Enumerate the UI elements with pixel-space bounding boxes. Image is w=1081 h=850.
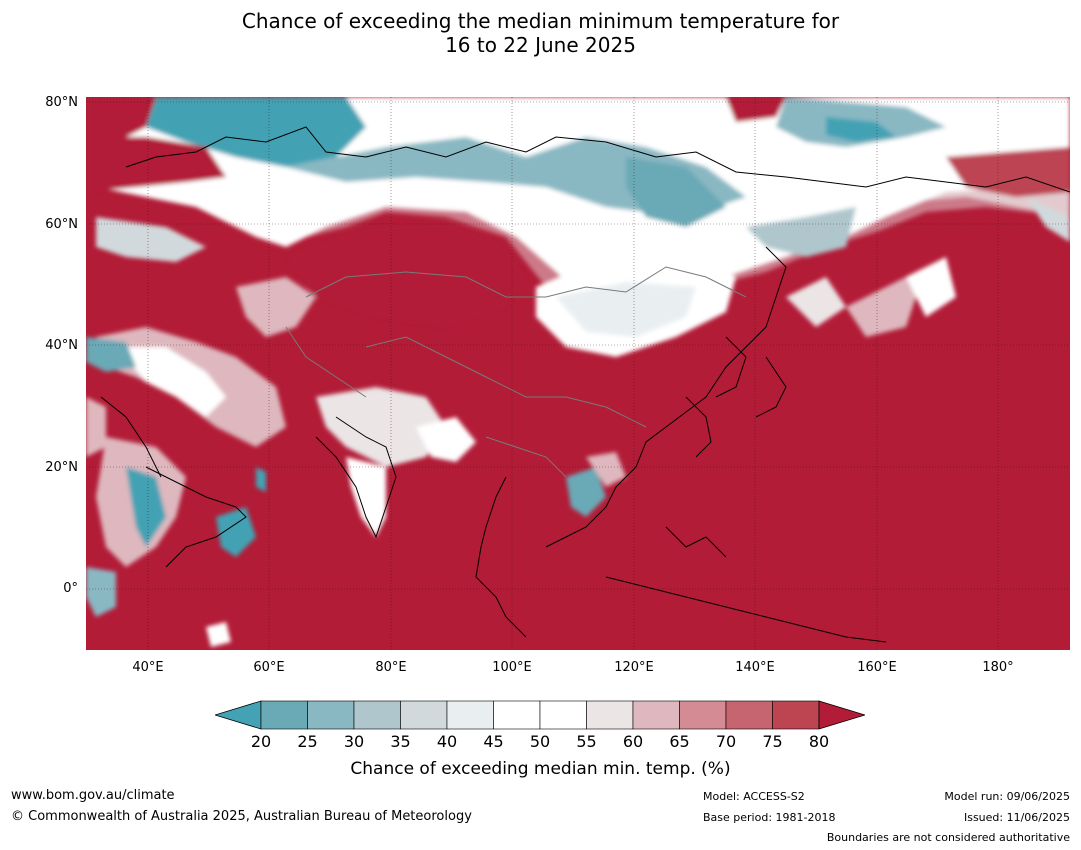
colorbar-tick-label: 50: [529, 732, 551, 751]
forecast-map: [86, 97, 1070, 650]
coastlines: [100, 126, 1070, 643]
colorbar-segment: [539, 700, 587, 730]
colorbar-segment: [679, 700, 727, 730]
colorbar-segment: [632, 700, 680, 730]
lon-label-120e: 120°E: [614, 660, 654, 675]
colorbar-segment: [307, 700, 355, 730]
lat-label-80n: 80°N: [45, 95, 78, 110]
title-line-1: Chance of exceeding the median minimum t…: [241, 9, 840, 33]
lat-label-40n: 40°N: [45, 338, 78, 353]
lon-label-140e: 140°E: [735, 660, 775, 675]
colorbar-tick-label: 60: [622, 732, 644, 751]
lat-label-equator: 0°: [63, 581, 78, 596]
footer-disclaimer: Boundaries are not considered authoritat…: [826, 831, 1070, 844]
chart-title: Chance of exceeding the median minimum t…: [0, 9, 1081, 57]
colorbar: [215, 700, 865, 730]
footer-issued: Issued: 11/06/2025: [963, 811, 1070, 824]
colorbar-segment: [586, 700, 634, 730]
colorbar-segment: [260, 700, 308, 730]
colorbar-tick-label: 65: [669, 732, 690, 751]
colorbar-tick-label: 55: [576, 732, 597, 751]
probability-regions: [86, 97, 1070, 647]
map-canvas: [86, 97, 1070, 650]
colorbar-segment: [353, 700, 401, 730]
lon-label-180: 180°: [982, 660, 1014, 675]
lon-label-60e: 60°E: [253, 660, 285, 675]
colorbar-extend-high: [818, 700, 865, 730]
footer-model: Model: ACCESS-S2: [703, 790, 805, 803]
colorbar-tick-label: 20: [250, 732, 272, 751]
colorbar-tick-label: 25: [297, 732, 318, 751]
colorbar-tick-label: 30: [343, 732, 365, 751]
colorbar-segment: [400, 700, 448, 730]
footer-copyright: © Commonwealth of Australia 2025, Austra…: [11, 809, 472, 824]
colorbar-label: Chance of exceeding median min. temp. (%…: [350, 759, 731, 779]
footer-model-run: Model run: 09/06/2025: [944, 790, 1070, 803]
colorbar-tick-label: 35: [390, 732, 411, 751]
colorbar-tick-label: 80: [808, 732, 830, 751]
colorbar-tick-label: 75: [762, 732, 783, 751]
title-line-2: 16 to 22 June 2025: [445, 33, 636, 57]
footer-url: www.bom.gov.au/climate: [11, 788, 175, 803]
lat-label-20n: 20°N: [45, 460, 78, 475]
colorbar-segment: [446, 700, 494, 730]
colorbar-tick-label: 40: [436, 732, 458, 751]
colorbar-graphic: [215, 700, 865, 730]
colorbar-segment: [772, 700, 820, 730]
borders: [285, 266, 747, 478]
lat-label-60n: 60°N: [45, 217, 78, 232]
lon-label-80e: 80°E: [375, 660, 407, 675]
colorbar-segment: [493, 700, 541, 730]
colorbar-tick-label: 45: [483, 732, 504, 751]
graticule: [86, 97, 1070, 650]
lon-label-40e: 40°E: [132, 660, 164, 675]
footer-base-period: Base period: 1981-2018: [703, 811, 836, 824]
lon-label-160e: 160°E: [857, 660, 897, 675]
lon-label-100e: 100°E: [492, 660, 532, 675]
colorbar-extend-low: [215, 700, 262, 730]
colorbar-tick-label: 70: [715, 732, 737, 751]
colorbar-segment: [725, 700, 773, 730]
